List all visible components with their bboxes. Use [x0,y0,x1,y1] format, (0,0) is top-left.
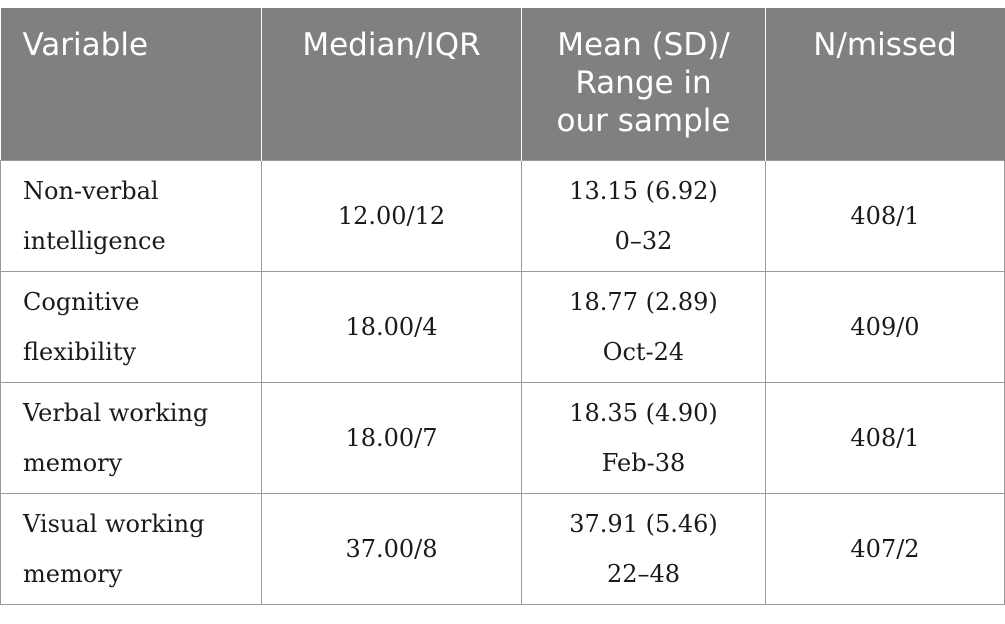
variable-cell: Cognitive flexibility [0,270,262,383]
range-value: Feb-38 [601,448,686,477]
header-median-iqr-label: Median/IQR [302,27,481,63]
mean-range-cell: 37.91 (5.46) 22–48 [521,492,766,605]
mean-range-cell: 13.15 (6.92) 0–32 [521,159,766,272]
header-row: Variable Median/IQR Mean (SD)/ Range in … [0,8,1005,160]
variable-cell: Verbal working memory [0,381,262,494]
range-value: 0–32 [614,226,673,255]
table-row: Non-verbal intelligence 12.00/12 13.15 (… [0,159,1005,272]
mean-sd-value: 37.91 (5.46) [569,509,718,538]
variable-line: flexibility [23,337,137,366]
range-value: Oct-24 [602,337,685,366]
statistics-table: Variable Median/IQR Mean (SD)/ Range in … [0,8,1005,605]
header-line: Range in [575,65,712,101]
median-iqr-cell: 37.00/8 [261,492,522,605]
n-missed-cell: 407/2 [765,492,1005,605]
header-n-missed-label: N/missed [813,27,957,63]
table-row: Visual working memory 37.00/8 37.91 (5.4… [0,492,1005,605]
n-missed-cell: 408/1 [765,381,1005,494]
header-line: Mean (SD)/ [557,27,730,63]
variable-cell: Non-verbal intelligence [0,159,262,272]
mean-sd-value: 13.15 (6.92) [569,176,718,205]
n-missed-cell: 408/1 [765,159,1005,272]
variable-line: Visual working [23,509,205,538]
mean-range-cell: 18.35 (4.90) Feb-38 [521,381,766,494]
variable-line: Verbal working [23,398,209,427]
variable-line: Cognitive [23,287,140,316]
median-iqr-cell: 18.00/7 [261,381,522,494]
header-n-missed: N/missed [765,8,1005,160]
header-median-iqr: Median/IQR [261,8,522,160]
n-missed-cell: 409/0 [765,270,1005,383]
header-mean-sd-range: Mean (SD)/ Range in our sample [521,8,766,160]
header-line: our sample [556,103,731,139]
range-value: 22–48 [606,559,681,588]
variable-line: intelligence [23,226,166,255]
header-variable: Variable [0,8,262,160]
median-iqr-cell: 12.00/12 [261,159,522,272]
table-row: Cognitive flexibility 18.00/4 18.77 (2.8… [0,270,1005,383]
mean-sd-value: 18.77 (2.89) [569,287,718,316]
variable-line: Non-verbal [23,176,159,205]
variable-line: memory [23,448,123,477]
mean-sd-value: 18.35 (4.90) [569,398,718,427]
median-iqr-cell: 18.00/4 [261,270,522,383]
variable-line: memory [23,559,123,588]
header-variable-label: Variable [22,27,149,63]
mean-range-cell: 18.77 (2.89) Oct-24 [521,270,766,383]
table-row: Verbal working memory 18.00/7 18.35 (4.9… [0,381,1005,494]
header-mean-sd-range-label: Mean (SD)/ Range in our sample [522,8,765,140]
variable-cell: Visual working memory [0,492,262,605]
